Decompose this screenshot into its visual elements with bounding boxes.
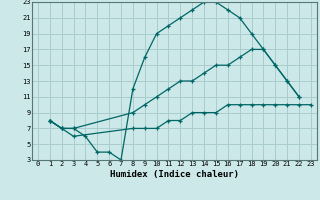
X-axis label: Humidex (Indice chaleur): Humidex (Indice chaleur): [110, 170, 239, 179]
